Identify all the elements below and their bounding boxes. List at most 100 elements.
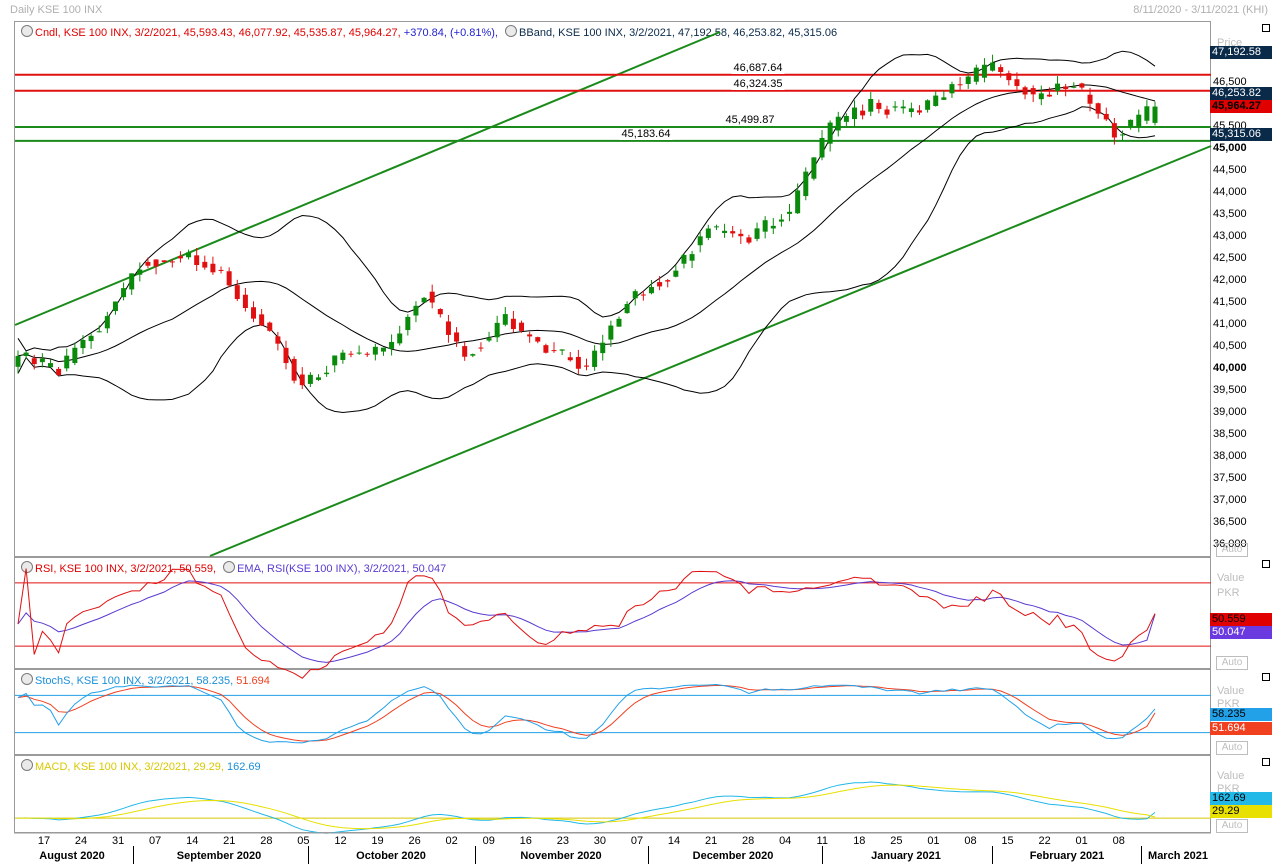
legend-candle-text: Cndl, KSE 100 INX, 3/2/2021, 45,593.43, … (35, 27, 401, 39)
candle-body (307, 374, 313, 384)
legend-stoch-d: 51.694 (236, 675, 270, 687)
candle-body (1128, 119, 1134, 127)
price-tick-label: 42,500 (1213, 252, 1247, 264)
level-label: 45,499.87 (723, 114, 777, 126)
price-tick-label: 42,000 (1213, 274, 1247, 286)
candle-body (551, 350, 557, 352)
legend-candle-icon[interactable] (21, 25, 33, 37)
x-tick-label: 12 (334, 835, 347, 847)
rsi-pane-maximize-icon[interactable] (1262, 560, 1270, 568)
price-tick-label: 37,000 (1213, 494, 1247, 506)
candle-body (575, 356, 581, 369)
candle-body (803, 171, 809, 197)
candle-body (299, 374, 305, 386)
price-tick-label: 36,000 (1213, 538, 1247, 550)
candle-body (153, 259, 159, 267)
stoch-pane-maximize-icon[interactable] (1262, 673, 1270, 681)
legend-stoch-text: StochS, KSE 100 INX, 3/2/2021, 58.235, (35, 675, 234, 687)
candle-body (389, 341, 395, 349)
candle-body (892, 106, 898, 108)
x-tick-label: 28 (742, 835, 755, 847)
x-tick-label: 26 (408, 835, 421, 847)
candle-body (908, 108, 914, 113)
x-tick-label: 30 (593, 835, 607, 847)
x-tick-label: 17 (37, 835, 51, 847)
candle-body (543, 345, 549, 353)
macd-pane-maximize-icon[interactable] (1262, 758, 1270, 766)
legend-bband-icon[interactable] (505, 25, 518, 37)
x-tick-label: 01 (1075, 835, 1088, 847)
x-tick-label: 08 (964, 835, 977, 847)
x-tick-label: 31 (111, 835, 125, 847)
candle-body (454, 332, 460, 342)
price-auto-button[interactable]: Auto (1216, 543, 1248, 557)
price-tick-label: 43,000 (1213, 230, 1247, 242)
candle-body (137, 269, 143, 275)
candle-body (510, 318, 516, 330)
candle-body (478, 347, 484, 349)
candle-body (234, 285, 240, 300)
candle-body (681, 254, 687, 264)
stoch-auto-button[interactable]: Auto (1216, 741, 1248, 755)
candle-body (242, 294, 248, 309)
candle-body (624, 303, 630, 314)
candle-body (1071, 86, 1077, 88)
candle-body (673, 270, 679, 277)
price-tick-label: 40,000 (1213, 362, 1247, 374)
stoch-legend: StochS, KSE 100 INX, 3/2/2021, 58.235, 5… (21, 673, 270, 687)
rsi-ema-line (17, 580, 1156, 663)
candle-body (787, 211, 793, 214)
candle-body (925, 100, 931, 110)
stoch-d-line (17, 684, 1156, 742)
level-label: 45,183.64 (619, 127, 673, 140)
x-tick-label: 11 (816, 835, 828, 847)
rsi-auto-button[interactable]: Auto (1216, 656, 1248, 670)
date-range: 8/11/2020 - 3/11/2021 (KHI) (1133, 4, 1268, 16)
price-tick-label: 38,000 (1213, 450, 1247, 462)
candle-body (494, 322, 500, 338)
legend-stoch-icon[interactable] (21, 673, 33, 685)
legend-rsi-icon[interactable] (21, 561, 33, 573)
candle-body (730, 231, 736, 234)
x-tick-label: 18 (853, 835, 866, 847)
legend-macd-icon[interactable] (21, 759, 33, 771)
candle-body (876, 102, 882, 109)
candle-body (819, 137, 825, 158)
x-month-label: November 2020 (520, 850, 602, 862)
candle-body (15, 355, 21, 367)
candle-body (88, 335, 94, 342)
month-separator (308, 846, 309, 864)
candle-body (933, 95, 939, 106)
macd-value-tag: 29.29 (1210, 805, 1272, 818)
level-label: 46,324.35 (731, 77, 785, 90)
candle-body (567, 357, 573, 361)
price-value-tag: 45,315.06 (1210, 128, 1272, 141)
stoch-d-value-tag: 51.694 (1210, 722, 1272, 735)
price-value-tag: 47,192.58 (1210, 46, 1272, 59)
macd-auto-button[interactable]: Auto (1216, 819, 1248, 833)
candle-body (445, 321, 451, 335)
candle-body (608, 325, 614, 340)
legend-ema-icon[interactable] (223, 561, 236, 573)
candle-body (291, 358, 297, 381)
candle-body (616, 318, 622, 327)
candle-body (843, 115, 849, 122)
candle-body (1136, 114, 1142, 127)
price-pane-maximize-icon[interactable] (1262, 24, 1270, 32)
stoch-k-value-tag: 58.235 (1210, 708, 1272, 721)
rsi-value-tag: 50.559 (1210, 613, 1272, 626)
candle-body (949, 84, 955, 94)
x-tick-label: 07 (149, 835, 162, 847)
x-tick-label: 28 (260, 835, 273, 847)
price-tick-label: 43,500 (1213, 208, 1247, 220)
rsi-axis-caption-value: Value (1217, 572, 1245, 584)
candle-body (738, 233, 744, 237)
x-tick-label: 04 (779, 835, 792, 847)
price-tick-label: 37,500 (1213, 472, 1247, 484)
candle-body (202, 261, 208, 268)
candle-body (429, 291, 435, 303)
candle-body (267, 322, 273, 331)
price-pane[interactable]: Cndl, KSE 100 INX, 3/2/2021, 45,593.43, … (14, 21, 1211, 557)
price-tick-label: 39,000 (1213, 406, 1247, 418)
